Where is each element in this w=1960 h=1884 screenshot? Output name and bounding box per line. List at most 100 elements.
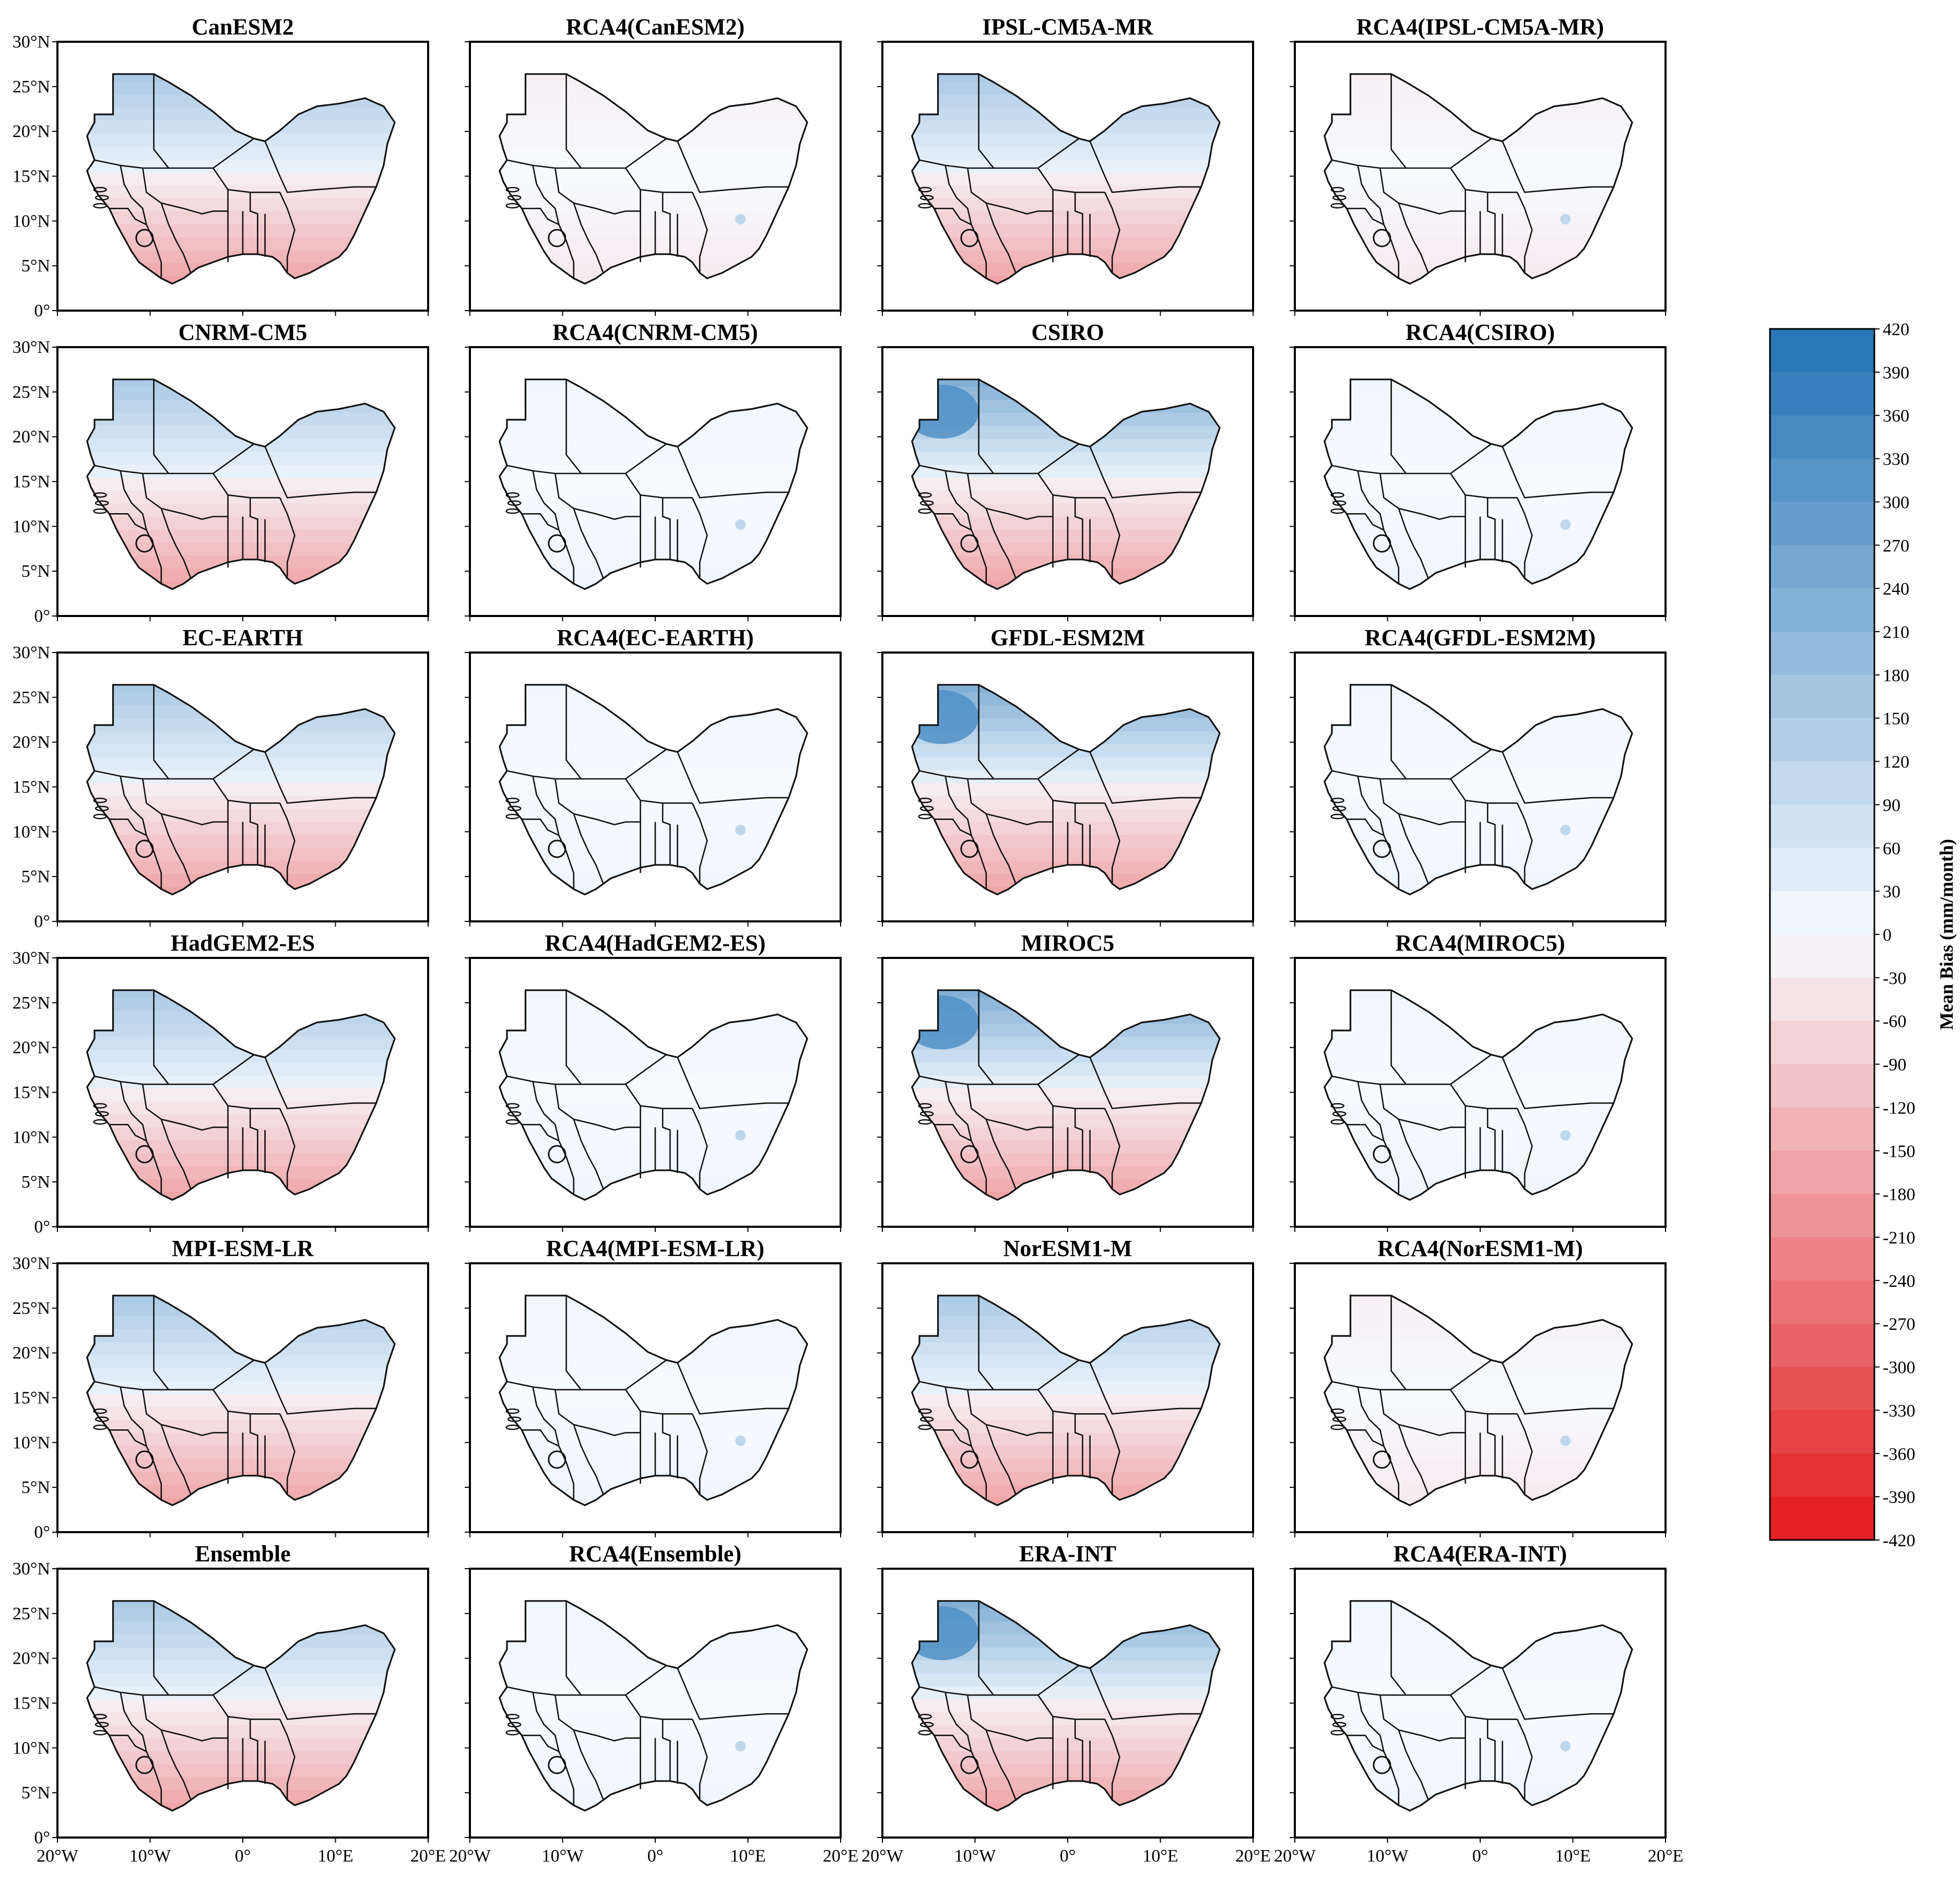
coastline [499, 378, 808, 590]
map-panel: RCA4(CNRM-CM5) [465, 319, 842, 621]
colorbar-tick-label: -240 [1883, 1272, 1915, 1291]
lat-tick-label: 5°N [21, 1478, 50, 1497]
colorbar-tick-label: 30 [1883, 882, 1900, 902]
colorbar: 4203903603303002702402101801501209060300… [1769, 320, 1957, 1550]
lat-tick-label: 25°N [13, 383, 50, 402]
coastline [1324, 378, 1633, 590]
country-border [1347, 1124, 1400, 1195]
panel-title: RCA4(GFDL-ESM2M) [1365, 625, 1596, 650]
country-border [1347, 513, 1400, 584]
map-panel: RCA4(CSIRO) [1290, 319, 1667, 621]
lat-tick-label: 30°N [13, 1254, 50, 1273]
country-border [1037, 1084, 1105, 1109]
country-border [94, 159, 169, 169]
country-border [1037, 473, 1105, 499]
lat-tick-label: 25°N [13, 77, 50, 97]
country-border [1450, 1389, 1517, 1415]
country-border [142, 1695, 229, 1741]
country-border [1331, 465, 1406, 475]
lon-tick-label: 0° [235, 1846, 251, 1866]
country-border [532, 1081, 560, 1141]
country-border [1037, 168, 1105, 193]
colorbar-bin [1770, 502, 1874, 546]
lat-tick-label: 20°N [13, 1649, 50, 1668]
map-panel: RCA4(Ensemble) 20°W 10°W 0° 10°E 20°E [449, 1541, 858, 1866]
lon-tick-label: 20°E [1648, 1846, 1683, 1866]
country-border [264, 141, 376, 193]
country-border [1516, 192, 1533, 273]
lat-tick-label: 20°N [13, 1038, 50, 1058]
country-border [153, 1295, 255, 1391]
country-border [1450, 168, 1517, 193]
country-border [264, 1057, 376, 1109]
country-border [978, 1601, 1080, 1696]
country-border [1357, 776, 1385, 836]
country-border [522, 513, 575, 584]
map-panel: HadGEM2-ES 0° 5°N 10°N 15°N 20°N 25°N 30°N [13, 930, 429, 1237]
colorbar-bin [1770, 674, 1874, 719]
panel-title: HadGEM2-ES [171, 930, 315, 956]
country-border [1357, 1081, 1385, 1141]
country-border [1074, 1414, 1083, 1476]
country-border [1398, 1424, 1429, 1495]
lat-tick-label: 0° [34, 1523, 50, 1542]
country-border [1347, 1429, 1400, 1500]
country-border [944, 776, 972, 836]
colorbar-bin [1770, 1280, 1874, 1324]
coastline [499, 73, 808, 285]
colorbar-tick-label: 330 [1883, 450, 1909, 469]
lat-tick-label: 0° [34, 1217, 50, 1237]
colorbar-tick-label: -270 [1883, 1315, 1915, 1334]
country-border [944, 1387, 972, 1447]
country-border [919, 159, 994, 169]
country-border [554, 1084, 641, 1131]
country-border [565, 379, 667, 475]
country-border [1074, 192, 1083, 254]
country-border [1347, 1735, 1400, 1806]
colorbar-tick-label: -60 [1883, 1012, 1906, 1032]
colorbar-bin [1770, 458, 1874, 503]
map-panel: RCA4(CanESM2) [465, 14, 842, 316]
country-border [1502, 1362, 1614, 1415]
country-border [142, 778, 229, 825]
country-border [625, 473, 692, 499]
colorbar-tick-label: -180 [1883, 1185, 1915, 1204]
country-border [677, 141, 789, 193]
country-border [1089, 751, 1201, 804]
colorbar-bin [1770, 632, 1874, 676]
country-border [212, 1084, 280, 1109]
country-border [212, 1695, 280, 1720]
colorbar-bin [1770, 329, 1874, 373]
country-border [1104, 1108, 1120, 1189]
panel-title: CSIRO [1031, 319, 1104, 345]
country-border [1331, 1381, 1406, 1391]
country-border [264, 1362, 376, 1415]
country-border [1450, 1084, 1517, 1109]
country-border [1331, 770, 1406, 780]
lat-tick-label: 10°N [13, 211, 50, 231]
country-border [1357, 1387, 1385, 1447]
country-border [662, 192, 671, 254]
country-border [677, 751, 789, 804]
coastline [499, 1295, 808, 1507]
panel-title: EC-EARTH [183, 625, 303, 650]
country-border [1486, 1719, 1496, 1781]
country-border [1379, 778, 1466, 825]
country-border [120, 470, 147, 530]
lat-tick-label: 5°N [21, 1172, 50, 1192]
country-border [160, 508, 192, 579]
country-border [94, 770, 169, 780]
country-border [522, 1735, 575, 1806]
colorbar-tick-label: -150 [1883, 1142, 1915, 1161]
country-border [691, 1108, 708, 1189]
country-border [1390, 684, 1492, 780]
country-border [1379, 1389, 1466, 1436]
country-border [109, 1735, 162, 1806]
lat-tick-label: 0° [34, 607, 50, 626]
colorbar-tick-label: 240 [1883, 579, 1909, 599]
coastline [1324, 684, 1633, 896]
country-border [109, 1429, 162, 1500]
map-panel: ERA-INT 20°W 10°W 0° 10°E 20°E [861, 1541, 1271, 1866]
country-border [153, 379, 255, 475]
